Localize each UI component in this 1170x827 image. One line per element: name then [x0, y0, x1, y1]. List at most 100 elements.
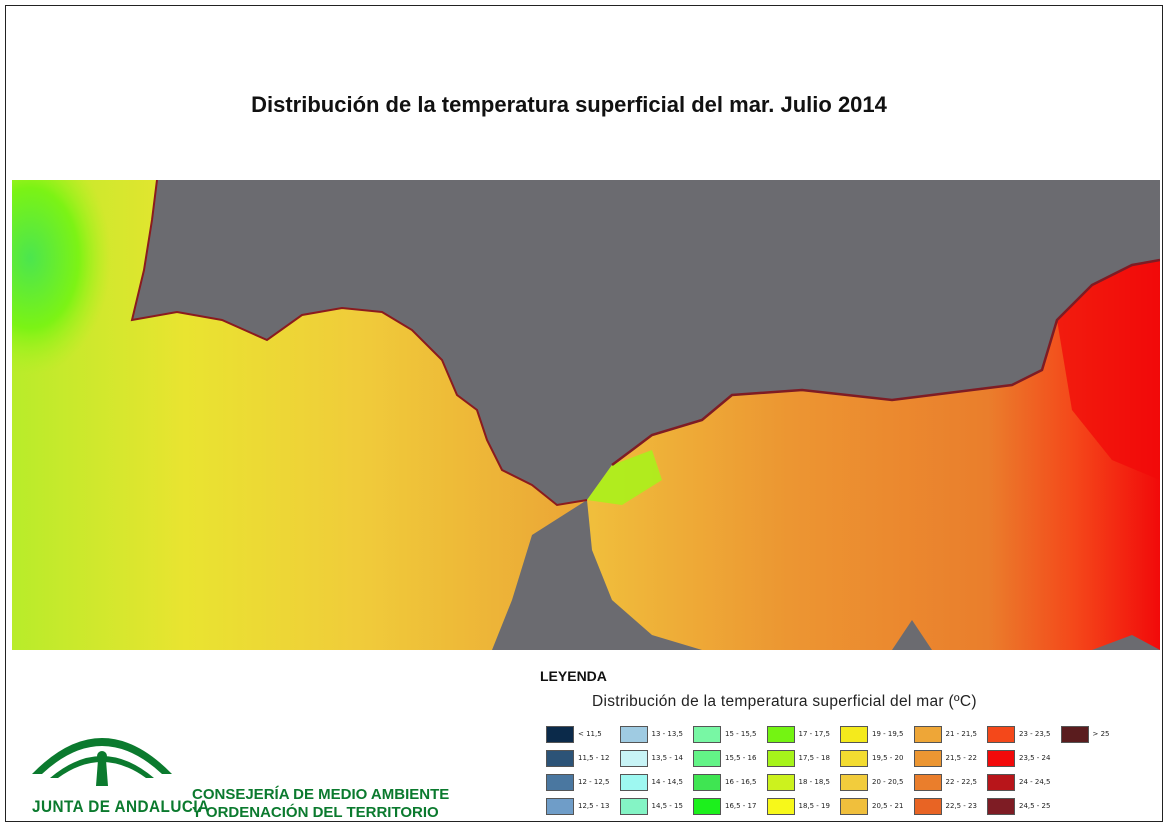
legend-label: 12,5 - 13: [578, 802, 610, 810]
legend-swatch: [546, 798, 574, 815]
legend-label: 13,5 - 14: [651, 754, 683, 762]
legend-item: 13 - 13,5: [619, 726, 690, 744]
legend-item: 23 - 23,5: [987, 726, 1057, 744]
legend-label: 19 - 19,5: [872, 730, 904, 738]
legend-item: 13,5 - 14: [619, 750, 690, 768]
legend-item: 12,5 - 13: [546, 798, 616, 816]
legend-item: 14 - 14,5: [619, 774, 690, 792]
legend-item: 19 - 19,5: [840, 726, 910, 744]
legend-item: 16,5 - 17: [693, 798, 763, 816]
legend-label: 15 - 15,5: [725, 730, 757, 738]
legend-swatch: [1060, 726, 1089, 743]
legend-item: 18 - 18,5: [766, 774, 837, 792]
legend-swatch: [987, 750, 1015, 767]
legend-swatch: [546, 750, 574, 767]
legend-item: 17,5 - 18: [766, 750, 837, 768]
legend-item: 18,5 - 19: [766, 798, 837, 816]
legend-swatch: [546, 774, 574, 791]
legend-label: 21,5 - 22: [945, 754, 977, 762]
legend-label: 13 - 13,5: [651, 730, 683, 738]
legend-item: 21 - 21,5: [913, 726, 984, 744]
legend-swatch: [913, 774, 942, 791]
sea-temperature-map: [12, 180, 1160, 650]
org-name-line1: CONSEJERÍA DE MEDIO AMBIENTE: [192, 786, 450, 803]
legend-label: 18 - 18,5: [798, 778, 830, 786]
junta-andalucia-logo: [32, 738, 172, 786]
legend-swatch: [840, 774, 868, 791]
legend-swatch: [766, 726, 795, 743]
legend-swatch: [913, 750, 942, 767]
legend-swatch: [840, 726, 868, 743]
legend-item: 20,5 - 21: [840, 798, 910, 816]
legend-swatch: [766, 798, 795, 815]
coastline: [130, 180, 588, 507]
legend-label: 22 - 22,5: [945, 778, 977, 786]
legend-item: 12 - 12,5: [546, 774, 616, 792]
legend-label: 24 - 24,5: [1019, 778, 1051, 786]
legend-swatch: [619, 798, 648, 815]
logo-text: JUNTA DE ANDALUCIA: [32, 797, 210, 816]
legend-label: 22,5 - 23: [945, 802, 977, 810]
legend-item: 11,5 - 12: [546, 750, 616, 768]
legend-label: 23 - 23,5: [1019, 730, 1051, 738]
legend-swatch: [987, 774, 1015, 791]
legend-swatch: [546, 726, 574, 743]
legend-label: 12 - 12,5: [578, 778, 610, 786]
legend-item: 22,5 - 23: [913, 798, 984, 816]
legend-swatch: [693, 798, 721, 815]
legend-item: 24,5 - 25: [987, 798, 1057, 816]
legend-label: 16,5 - 17: [725, 802, 757, 810]
legend-label: < 11,5: [578, 730, 602, 738]
legend-heading: LEYENDA: [540, 668, 607, 684]
legend-label: 18,5 - 19: [798, 802, 830, 810]
legend-swatch: [619, 726, 648, 743]
legend-item: 19,5 - 20: [840, 750, 910, 768]
legend-item: > 25: [1060, 726, 1131, 744]
legend-item: 15,5 - 16: [693, 750, 763, 768]
legend-label: > 25: [1092, 730, 1110, 738]
legend-swatch: [840, 798, 868, 815]
legend-item: 14,5 - 15: [619, 798, 690, 816]
warm-zone: [1057, 260, 1160, 480]
legend-item: < 11,5: [546, 726, 616, 744]
legend-swatch: [693, 726, 721, 743]
org-name-line2: Y ORDENACIÓN DEL TERRITORIO: [192, 804, 439, 821]
legend-label: 16 - 16,5: [725, 778, 757, 786]
legend-label: 24,5 - 25: [1019, 802, 1051, 810]
legend-label: 17 - 17,5: [798, 730, 830, 738]
strait-cool-zone: [587, 450, 662, 505]
legend-item: 15 - 15,5: [693, 726, 763, 744]
legend-swatch: [840, 750, 868, 767]
legend-label: 14,5 - 15: [651, 802, 683, 810]
legend-item: 24 - 24,5: [987, 774, 1057, 792]
legend-label: 20,5 - 21: [872, 802, 904, 810]
coastline-east: [611, 258, 1160, 466]
legend-label: 19,5 - 20: [872, 754, 904, 762]
legend-swatch: [766, 774, 795, 791]
legend-item: 21,5 - 22: [913, 750, 984, 768]
map-title: Distribución de la temperatura superfici…: [251, 92, 887, 117]
legend-item: 23,5 - 24: [987, 750, 1057, 768]
legend-swatch: [619, 750, 648, 767]
legend-label: 23,5 - 24: [1019, 754, 1051, 762]
legend-item: 20 - 20,5: [840, 774, 910, 792]
legend-label: 11,5 - 12: [578, 754, 610, 762]
legend-item: 22 - 22,5: [913, 774, 984, 792]
mediterranean-sea: [587, 260, 1160, 650]
legend-item: 17 - 17,5: [766, 726, 837, 744]
legend-swatch: [693, 774, 721, 791]
legend-label: 14 - 14,5: [651, 778, 683, 786]
legend-swatch: [913, 798, 942, 815]
legend-swatch: [987, 726, 1015, 743]
legend-item: 16 - 16,5: [693, 774, 763, 792]
legend-label: 17,5 - 18: [798, 754, 830, 762]
legend-label: 20 - 20,5: [872, 778, 904, 786]
legend-subtitle: Distribución de la temperatura superfici…: [592, 693, 977, 710]
atlantic-sea: [12, 180, 587, 650]
legend-swatch: [987, 798, 1015, 815]
legend-label: 15,5 - 16: [725, 754, 757, 762]
legend-label: 21 - 21,5: [945, 730, 977, 738]
legend-swatch: [913, 726, 942, 743]
page-frame: [5, 5, 1163, 822]
legend-swatch: [693, 750, 721, 767]
